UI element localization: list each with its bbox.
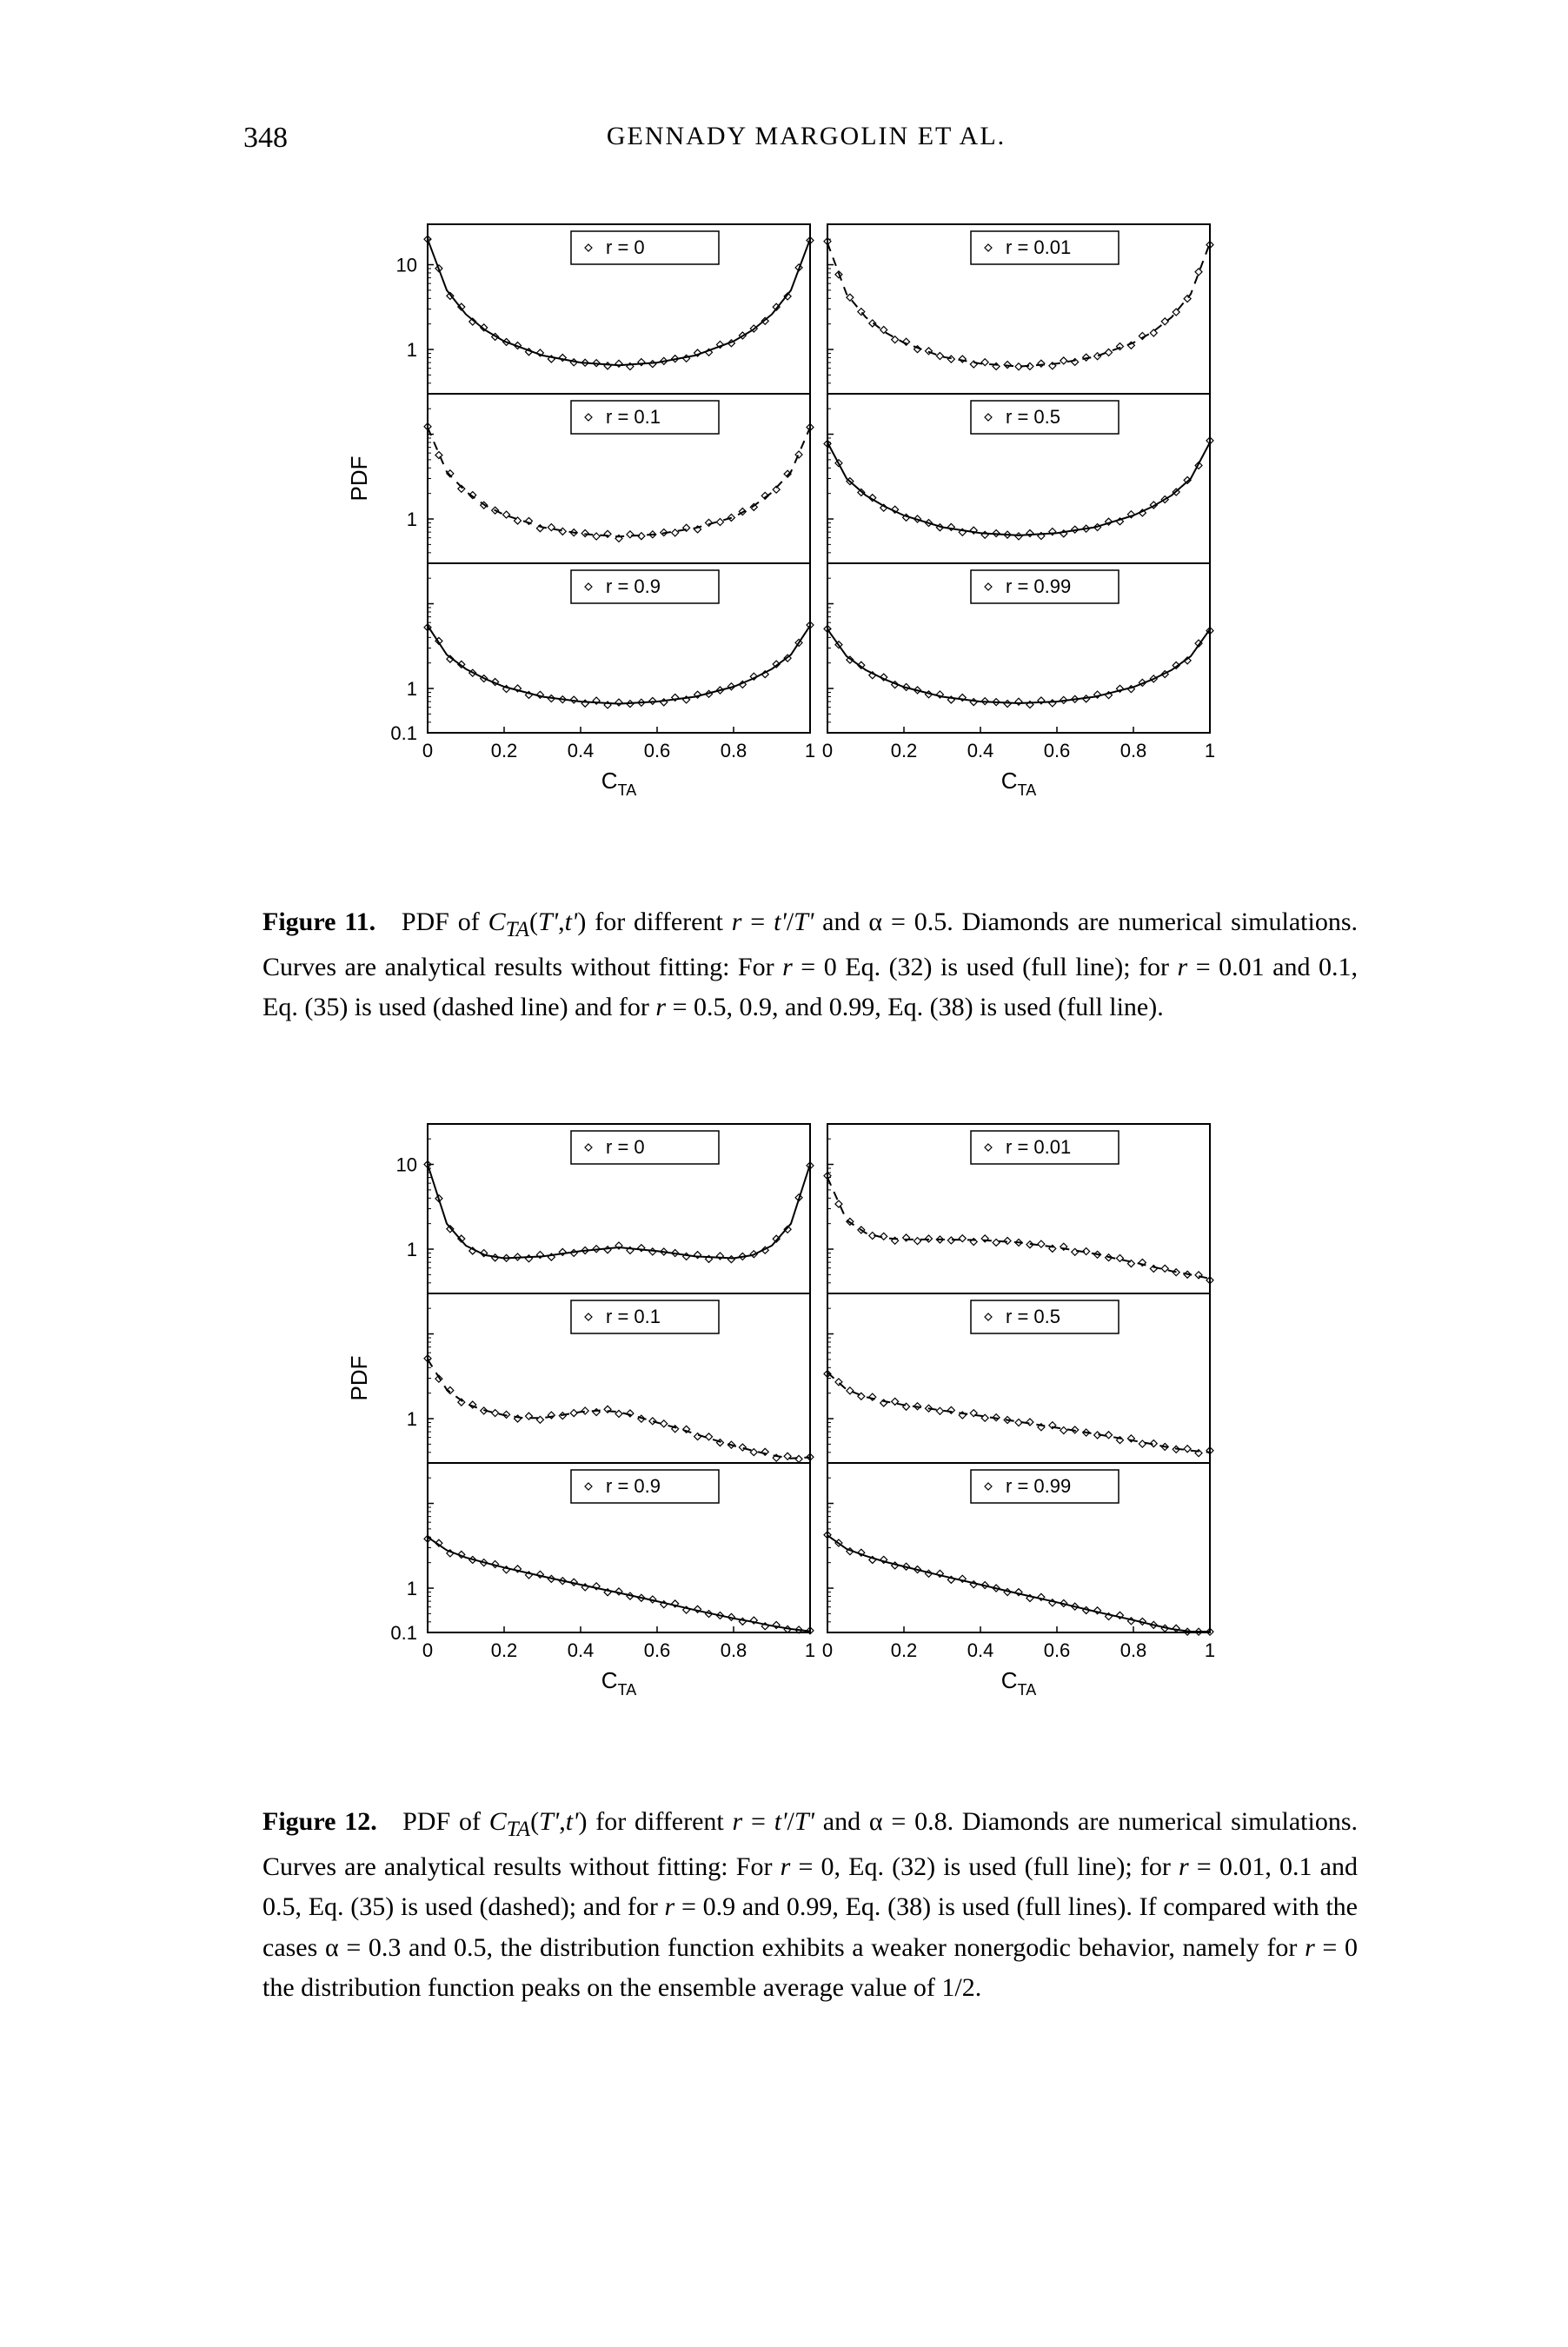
svg-text:1: 1	[805, 740, 815, 761]
svg-text:r = 0.1: r = 0.1	[606, 1306, 661, 1327]
svg-text:1: 1	[407, 1239, 417, 1260]
svg-text:1: 1	[407, 1578, 417, 1599]
svg-text:0.8: 0.8	[721, 740, 747, 761]
page-number: 348	[243, 122, 288, 155]
svg-text:r = 0.1: r = 0.1	[606, 406, 661, 428]
svg-text:0: 0	[822, 1639, 833, 1661]
svg-text:0.6: 0.6	[644, 740, 671, 761]
svg-text:0.4: 0.4	[967, 1639, 994, 1661]
svg-text:r = 0.9: r = 0.9	[606, 575, 661, 597]
svg-text:0.4: 0.4	[568, 740, 595, 761]
svg-text:0: 0	[822, 740, 833, 761]
svg-text:r = 0.99: r = 0.99	[1006, 1475, 1071, 1497]
svg-text:0.8: 0.8	[1120, 740, 1147, 761]
figure-12-caption-lead: Figure 12.	[262, 1807, 377, 1836]
page-header: 348 GENNADY MARGOLIN ET AL.	[243, 122, 1377, 155]
svg-text:r = 0.5: r = 0.5	[1006, 406, 1060, 428]
svg-text:0.2: 0.2	[891, 1639, 918, 1661]
svg-text:r = 0.5: r = 0.5	[1006, 1306, 1060, 1327]
svg-text:0.6: 0.6	[1044, 740, 1071, 761]
svg-text:0: 0	[422, 740, 433, 761]
svg-text:r = 0: r = 0	[606, 236, 645, 258]
svg-text:0.8: 0.8	[1120, 1639, 1147, 1661]
svg-text:CTA: CTA	[601, 1667, 636, 1699]
svg-text:CTA: CTA	[1001, 768, 1036, 799]
svg-text:10: 10	[396, 255, 417, 276]
svg-text:1: 1	[407, 509, 417, 530]
svg-text:0.2: 0.2	[491, 1639, 518, 1661]
svg-text:CTA: CTA	[601, 768, 636, 799]
svg-text:r = 0.9: r = 0.9	[606, 1475, 661, 1497]
svg-text:1: 1	[407, 1408, 417, 1430]
svg-text:1: 1	[805, 1639, 815, 1661]
page: 348 GENNADY MARGOLIN ET AL. PDF110r = 0r…	[0, 0, 1568, 2347]
svg-text:0.1: 0.1	[390, 722, 417, 744]
figure-11-caption-lead: Figure 11.	[262, 908, 375, 936]
svg-text:r = 0.99: r = 0.99	[1006, 575, 1071, 597]
svg-text:0.6: 0.6	[644, 1639, 671, 1661]
figure-11-caption: Figure 11. PDF of CTA(T',t') for differe…	[262, 902, 1358, 1028]
svg-text:r = 0: r = 0	[606, 1136, 645, 1158]
figure-11-svg: PDF110r = 0r = 0.011r = 0.1r = 0.510.100…	[332, 207, 1288, 868]
svg-text:10: 10	[396, 1154, 417, 1175]
svg-text:0.6: 0.6	[1044, 1639, 1071, 1661]
svg-text:CTA: CTA	[1001, 1667, 1036, 1699]
svg-text:0.1: 0.1	[390, 1622, 417, 1644]
figure-12-caption: Figure 12. PDF of CTA(T',t') for differe…	[262, 1802, 1358, 2009]
svg-text:r = 0.01: r = 0.01	[1006, 1136, 1071, 1158]
svg-text:1: 1	[1205, 740, 1215, 761]
svg-text:0.4: 0.4	[568, 1639, 595, 1661]
svg-text:r = 0.01: r = 0.01	[1006, 236, 1071, 258]
figure-11: PDF110r = 0r = 0.011r = 0.1r = 0.510.100…	[332, 207, 1288, 868]
svg-text:1: 1	[407, 339, 417, 361]
figure-12-svg: PDF110r = 0r = 0.011r = 0.1r = 0.510.100…	[332, 1107, 1288, 1767]
svg-text:0.4: 0.4	[967, 740, 994, 761]
svg-text:0: 0	[422, 1639, 433, 1661]
figure-12: PDF110r = 0r = 0.011r = 0.1r = 0.510.100…	[332, 1107, 1288, 1767]
svg-text:PDF: PDF	[346, 1355, 372, 1400]
running-head: GENNADY MARGOLIN ET AL.	[607, 122, 1006, 155]
svg-text:0.2: 0.2	[491, 740, 518, 761]
svg-text:PDF: PDF	[346, 456, 372, 502]
svg-text:1: 1	[407, 678, 417, 700]
svg-text:1: 1	[1205, 1639, 1215, 1661]
svg-text:0.2: 0.2	[891, 740, 918, 761]
svg-text:0.8: 0.8	[721, 1639, 747, 1661]
